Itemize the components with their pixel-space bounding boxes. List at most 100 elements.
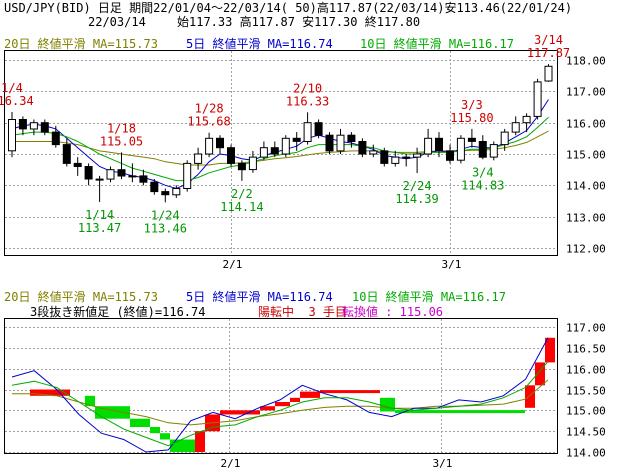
high-annotation-value: 117.87 — [527, 46, 570, 60]
candle-down-body — [84, 166, 93, 180]
candle-down-body — [314, 122, 323, 136]
candle-down-body — [325, 134, 334, 152]
candle-down-body — [51, 131, 60, 146]
candle-down-body — [467, 137, 476, 142]
candle-down-body — [150, 181, 159, 193]
tlb-up-brick — [545, 337, 555, 363]
candle-up-body — [369, 150, 378, 155]
candle-up-body — [128, 175, 137, 178]
bottom-y-axis: 117.00 116.50 116.00 115.50 115.00 114.50 114.… — [566, 322, 606, 460]
candle-up-body — [106, 169, 115, 180]
candle-down-body — [73, 162, 82, 167]
tlb-down-brick — [170, 439, 195, 452]
bottom-y-tick-label: 116.00 — [566, 364, 606, 377]
top-y-tick-label: 114.00 — [566, 180, 606, 193]
tlb-info-value: 3段抜き新値足 (終値)=116.74 — [30, 305, 206, 319]
bottom-moving-averages — [11, 337, 549, 453]
candle-up-body — [205, 137, 214, 155]
candle-up-body — [303, 122, 312, 142]
bottom-x-tick-label: 2/1 — [221, 457, 241, 470]
tlb-down-brick — [95, 406, 130, 419]
low-annotation-value: 114.39 — [395, 192, 438, 206]
low-annotation-date: 2/2 — [231, 187, 253, 201]
high-annotation-date: 1/28 — [195, 102, 224, 116]
high-annotation-date: 3/14 — [534, 33, 563, 47]
tlb-up-brick — [220, 410, 260, 415]
tlb-info-reversal: 転換値 : 115.06 — [342, 305, 444, 319]
chart-title: USD/JPY(BID) 日足 期間22/01/04～22/03/14( 50)… — [4, 1, 573, 15]
candle-up-body — [95, 178, 104, 181]
bottom-plot-frame — [4, 318, 558, 454]
bottom-y-tick-label: 114.00 — [566, 447, 606, 460]
candle-down-body — [40, 122, 49, 133]
top-y-tick-label: 113.00 — [566, 212, 606, 225]
candle-down-body — [380, 150, 389, 164]
candle-down-body — [237, 162, 246, 171]
candle-down-body — [347, 134, 356, 142]
top-x-tick-label: 2/1 — [223, 258, 243, 271]
top-y-axis: 118.00 117.00 116.00 115.00 114.00 113.00 112.… — [566, 55, 606, 256]
bottom-grid — [5, 319, 557, 453]
bottom-y-tick-label: 117.00 — [566, 322, 606, 335]
tlb-up-brick — [195, 431, 205, 452]
candle-down-body — [446, 150, 454, 161]
ohlc-line: 始117.33 高117.87 安117.30 終117.80 — [177, 15, 421, 29]
candle-up-body — [402, 156, 411, 159]
bottom-ma10-line — [11, 361, 549, 447]
low-annotation-value: 113.46 — [144, 221, 187, 235]
tlb-up-brick — [260, 406, 275, 411]
candle-up-body — [172, 188, 181, 196]
tlb-down-brick — [150, 427, 160, 434]
candle-up-body — [29, 122, 38, 130]
top-y-tick-label: 118.00 — [566, 55, 606, 68]
bottom-ma5-line — [11, 337, 549, 453]
high-annotation-value: 116.33 — [286, 94, 329, 108]
top-x-tick-label: 3/1 — [442, 258, 462, 271]
low-annotation-value: 114.83 — [461, 178, 504, 192]
bottom-y-tick-label: 115.50 — [566, 385, 606, 398]
tlb-plateau — [395, 410, 525, 414]
top-legend-ma5: 5日 終値平滑 MA=116.74 — [186, 37, 333, 51]
low-annotation-date: 1/24 — [151, 208, 180, 222]
candle-up-body — [194, 153, 203, 164]
tlb-down-brick — [380, 397, 395, 412]
candle-down-body — [478, 141, 487, 158]
low-annotation-value: 114.14 — [220, 200, 263, 214]
top-y-tick-label: 117.00 — [566, 86, 606, 99]
candle-down-body — [62, 144, 71, 164]
low-annotation-date: 1/14 — [85, 208, 114, 222]
tlb-down-brick — [160, 433, 170, 440]
candle-up-body — [511, 122, 520, 133]
high-annotation-value: 115.05 — [100, 134, 143, 148]
candle-up-body — [456, 137, 465, 161]
top-legend-ma10: 10日 終値平滑 MA=116.17 — [360, 37, 514, 51]
candle-up-body — [183, 162, 192, 189]
candle-up-body — [336, 134, 345, 152]
bottom-x-tick-label: 3/1 — [433, 457, 453, 470]
top-plot-frame — [4, 50, 558, 256]
high-annotation-date: 1/4 — [1, 81, 23, 95]
candle-down-body — [216, 137, 224, 149]
top-candles — [8, 64, 553, 203]
top-x-axis: 2/1 3/1 — [223, 258, 462, 271]
bottom-legend-ma20: 20日 終値平滑 MA=115.73 — [4, 290, 158, 304]
tlb-down-brick — [85, 395, 95, 407]
candle-down-body — [117, 169, 126, 177]
candle-down-body — [161, 191, 170, 196]
candle-down-body — [435, 137, 443, 152]
tlb-up-brick — [275, 402, 290, 407]
top-legend-ma20: 20日 終値平滑 MA=115.73 — [4, 37, 158, 51]
tlb-down-brick — [130, 418, 150, 427]
candle-up-body — [281, 137, 290, 155]
candle-down-body — [270, 147, 279, 155]
candle-up-body — [248, 156, 257, 171]
low-annotation-date: 3/4 — [472, 165, 494, 179]
bottom-y-tick-label: 115.00 — [566, 405, 606, 418]
bottom-legend-ma5: 5日 終値平滑 MA=116.74 — [186, 290, 333, 304]
top-y-tick-label: 112.00 — [566, 243, 606, 256]
candle-up-body — [391, 156, 400, 164]
tlb-up-brick — [535, 362, 545, 386]
candle-up-body — [489, 144, 498, 158]
